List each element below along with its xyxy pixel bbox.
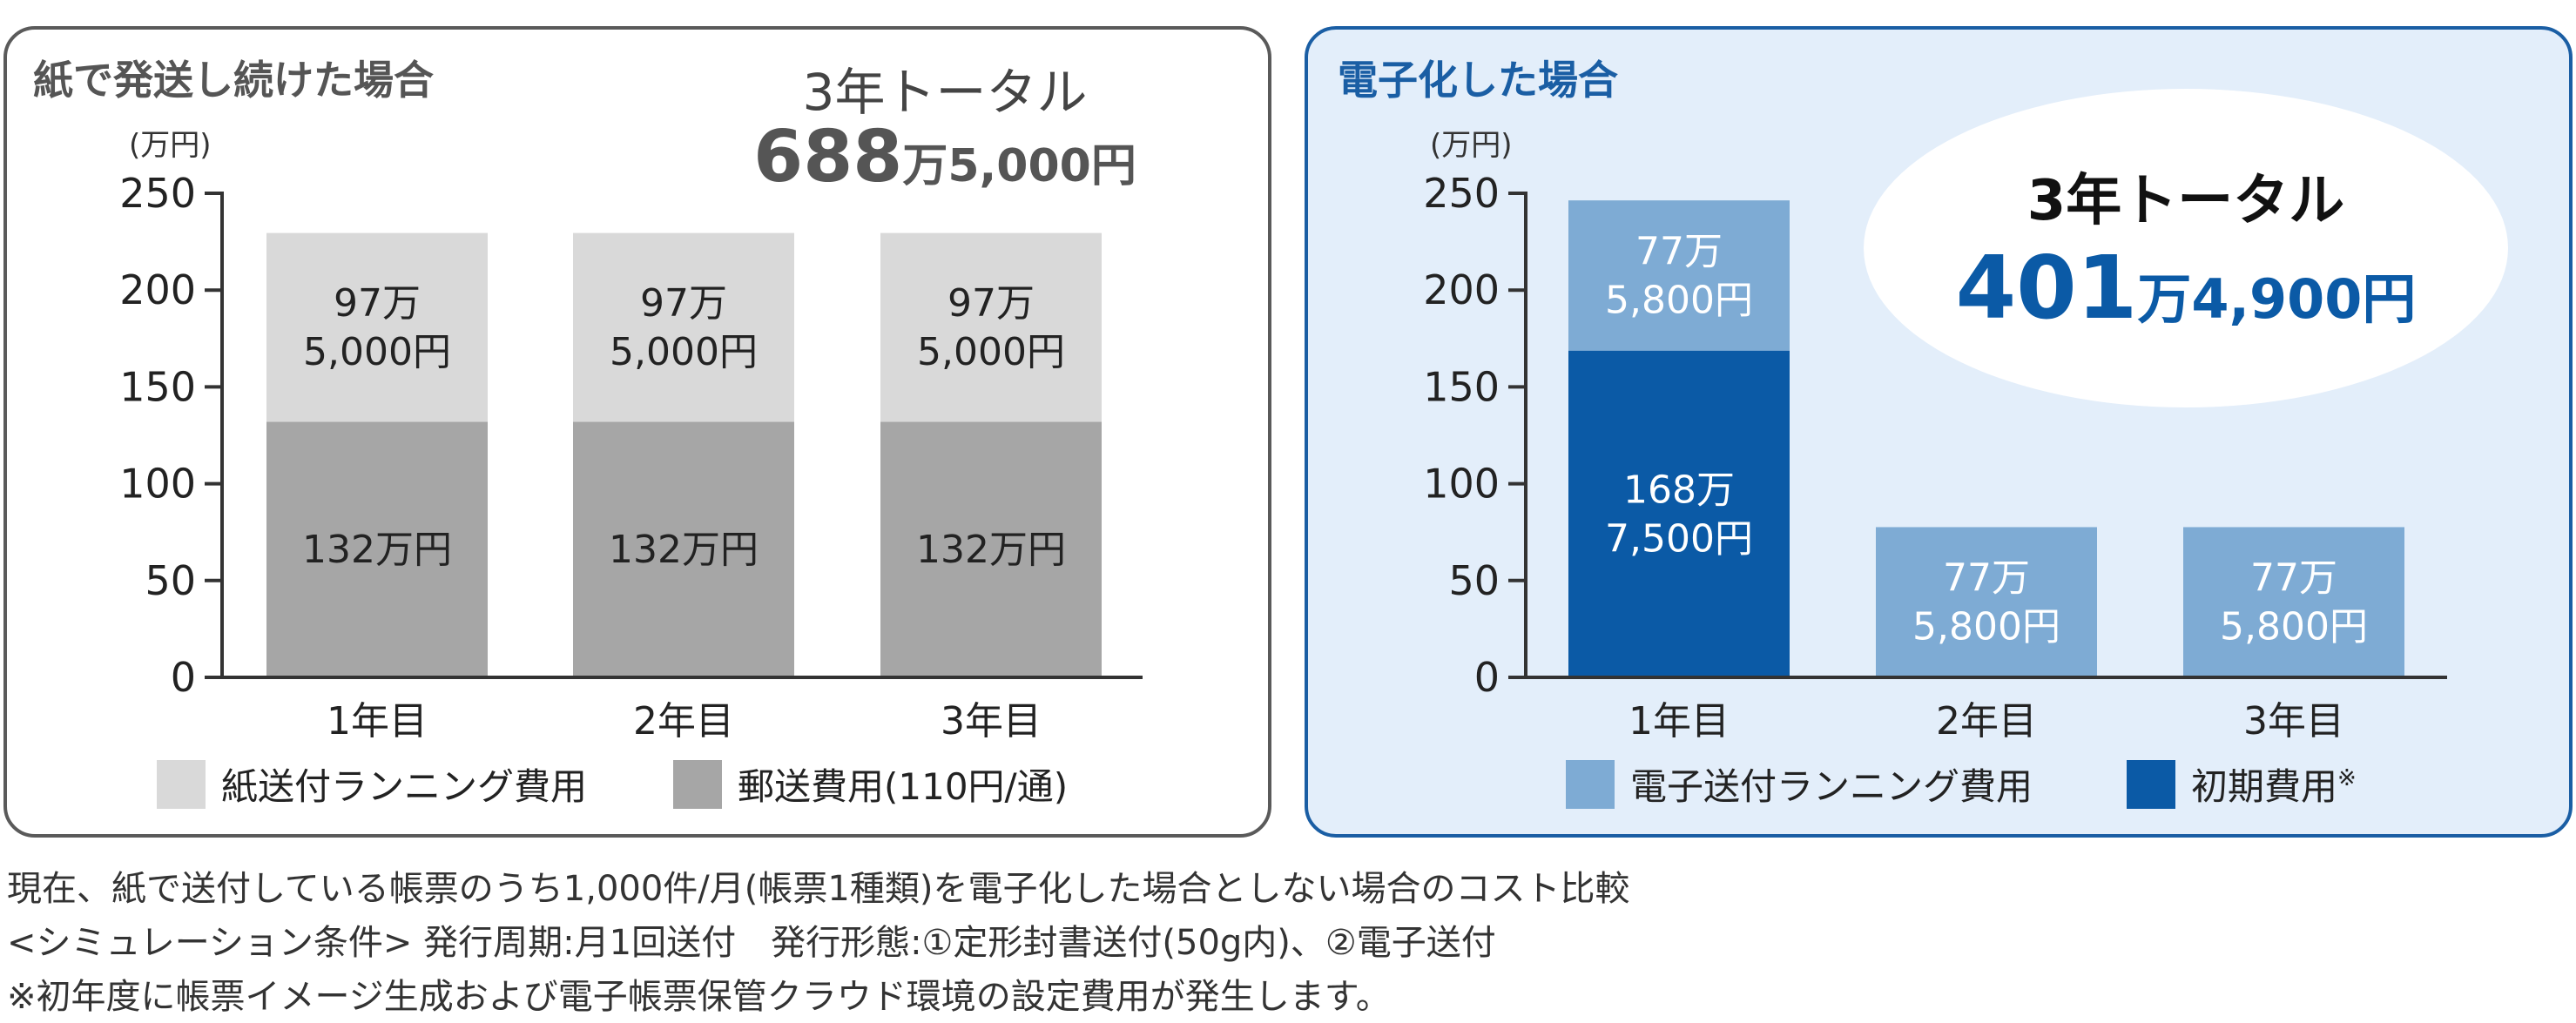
digital-total-rest: 万4,900円 <box>2137 267 2416 331</box>
y-tick-label: 250 <box>1423 170 1500 217</box>
legend-swatch <box>673 760 722 809</box>
y-tick-label: 50 <box>145 557 196 604</box>
legend-label: 郵送費用(110円/通) <box>738 765 1068 808</box>
bar-upper-segment <box>1568 200 1790 351</box>
y-tick-label: 150 <box>119 363 196 410</box>
bar-upper-segment <box>266 232 488 422</box>
digital-unit-label: (万円) <box>1430 128 1513 163</box>
y-tick-label: 0 <box>1474 654 1500 701</box>
digital-total-ellipse <box>1864 89 2508 407</box>
footnote-conditions: <シミュレーション条件> 発行周期:月1回送付 発行形態:①定形封書送付(50g… <box>7 923 1496 963</box>
bar-value-label: 97万 5,000円 <box>610 281 758 374</box>
y-tick-label: 0 <box>171 654 196 701</box>
x-tick-label: 3年目 <box>941 699 1042 744</box>
y-tick-label: 250 <box>119 170 196 217</box>
digital-total-big: 401 <box>1956 237 2138 339</box>
bar-value-label: 77万 5,800円 <box>1912 556 2060 649</box>
x-tick-label: 3年目 <box>2243 699 2344 744</box>
y-tick-label: 200 <box>1423 266 1500 313</box>
bar-lower-segment <box>266 421 488 677</box>
bar-lower-segment <box>880 421 1102 677</box>
footnote-initial-cost: ※初年度に帳票イメージ生成および電子帳票保管クラウド環境の設定費用が発生します。 <box>7 977 1391 1017</box>
digital-cost-chart: 0 50 100 150 200 250 168万 7,500円 77万 5,800円 1年目 77万… <box>1423 170 2447 809</box>
legend-swatch <box>1566 760 1615 809</box>
bar-upper-segment <box>573 232 794 422</box>
x-tick-label: 2年目 <box>633 699 734 744</box>
x-tick-label: 1年目 <box>1629 699 1730 744</box>
y-tick-label: 50 <box>1448 557 1500 604</box>
legend-label: 初期費用※ <box>2191 765 2357 808</box>
bar-value-label: 168万 7,500円 <box>1605 468 1753 561</box>
y-tick-label: 200 <box>119 266 196 313</box>
legend-label: 紙送付ランニング費用 <box>221 765 587 808</box>
paper-title: 紙で発送し続けた場合 <box>33 57 434 104</box>
paper-total: 688万5,000円 <box>753 116 1136 199</box>
bar-value-label: 77万 5,800円 <box>2220 556 2368 649</box>
bar-upper-segment <box>1876 527 2097 677</box>
legend-label: 電子送付ランニング費用 <box>1630 765 2033 808</box>
legend-swatch <box>2127 760 2175 809</box>
legend-swatch <box>157 760 206 809</box>
bar-value-label: 97万 5,000円 <box>303 281 451 374</box>
paper-total-big: 688 <box>753 116 902 199</box>
bar-upper-segment <box>880 232 1102 422</box>
bar-upper-segment <box>2183 527 2404 677</box>
bar-lower-segment <box>1568 350 1790 677</box>
footnote-comparison: 現在、紙で送付している帳票のうち1,000件/月(帳票1種類)を電子化した場合と… <box>7 869 1630 909</box>
digital-title: 電子化した場合 <box>1338 57 1618 104</box>
bar-value-label: 132万円 <box>916 528 1066 572</box>
bar-value-label: 132万円 <box>609 528 759 572</box>
y-tick-label: 100 <box>119 461 196 508</box>
bar-lower-segment <box>573 421 794 677</box>
x-tick-label: 2年目 <box>1936 699 2037 744</box>
y-tick-label: 150 <box>1423 363 1500 410</box>
digital-total-label: 3年トータル <box>2027 169 2345 233</box>
y-tick-label: 100 <box>1423 461 1500 508</box>
bar-value-label: 77万 5,800円 <box>1605 229 1753 322</box>
bar-value-label: 97万 5,000円 <box>917 281 1065 374</box>
bar-value-label: 132万円 <box>302 528 452 572</box>
paper-total-label: 3年トータル <box>803 63 1088 122</box>
paper-total-rest: 万5,000円 <box>902 140 1136 192</box>
x-tick-label: 1年目 <box>327 699 428 744</box>
paper-cost-chart: 0 50 100 150 200 250 132万円 97万 5,000円 1年目 132万円 97万… <box>119 170 1143 809</box>
paper-unit-label: (万円) <box>129 128 212 163</box>
digital-total: 401万4,900円 <box>1956 237 2417 339</box>
